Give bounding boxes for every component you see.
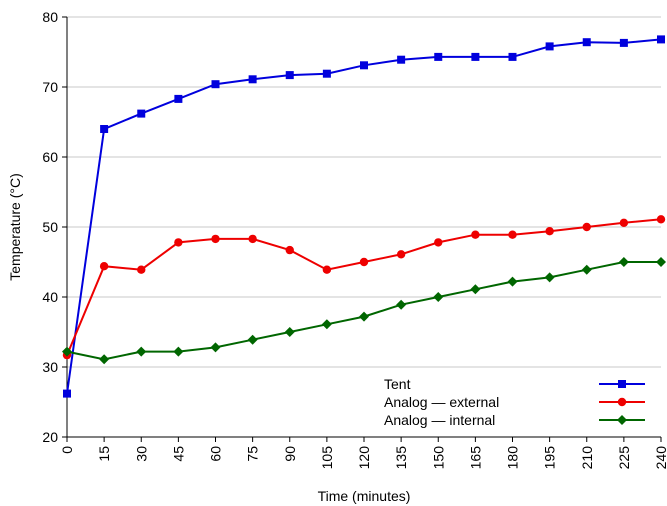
legend-swatch-marker (617, 397, 627, 407)
x-tick-label: 60 (208, 446, 224, 462)
data-point (434, 238, 443, 247)
data-point (284, 327, 295, 337)
series-square (63, 35, 665, 398)
x-tick-label: 195 (542, 446, 558, 470)
series-line (66, 218, 662, 356)
data-point (285, 71, 294, 80)
legend: Tent Analog — external Analog — internal (384, 376, 645, 428)
x-tick-label: 240 (653, 446, 667, 470)
legend-label: Analog — internal (384, 412, 495, 428)
data-point (136, 346, 147, 357)
data-point (433, 292, 444, 302)
data-point (508, 52, 517, 61)
data-point (470, 284, 481, 295)
data-point (63, 389, 71, 398)
x-tick-label: 225 (616, 446, 632, 470)
y-tick-label: 30 (42, 359, 58, 375)
data-point (508, 230, 517, 239)
x-tick-label: 75 (245, 446, 261, 462)
data-point (619, 218, 629, 227)
x-tick-label: 120 (356, 446, 372, 470)
x-tick-label: 180 (505, 446, 521, 470)
data-point (174, 238, 183, 247)
y-tick-label: 60 (42, 149, 58, 165)
y-tick-label: 40 (42, 289, 58, 305)
data-point (397, 55, 406, 64)
x-tick-label: 105 (319, 446, 335, 470)
data-point (99, 262, 109, 271)
x-tick-label: 30 (133, 446, 149, 462)
data-point (471, 230, 480, 239)
y-tick-label: 70 (42, 79, 58, 95)
data-point (62, 346, 72, 357)
x-axis-title: Time (minutes) (318, 488, 411, 504)
data-point (471, 52, 480, 61)
data-point (359, 257, 369, 267)
data-point (619, 38, 628, 47)
y-axis-title: Temperature (°C) (7, 173, 23, 281)
series-diamond (62, 257, 666, 365)
data-point (99, 354, 110, 365)
series-layer (62, 35, 666, 398)
data-point (434, 52, 443, 61)
data-point (618, 257, 629, 267)
x-tick-label: 90 (282, 446, 298, 462)
data-point (656, 215, 666, 224)
x-tick-label: 0 (59, 446, 75, 454)
data-point (248, 234, 257, 244)
x-tick-labels: 0 15 30 45 60 75 90 105 120 135 150 165 180 195 210 225… (59, 437, 667, 469)
y-tick-label: 20 (42, 429, 58, 445)
data-point (544, 272, 555, 283)
series-circle (62, 215, 666, 360)
data-point (360, 61, 368, 70)
data-point (211, 80, 220, 89)
grid-lines (67, 16, 661, 368)
y-tick-labels: 20 30 40 50 60 70 80 (42, 9, 67, 445)
x-tick-label: 150 (430, 446, 446, 470)
data-point (657, 35, 665, 44)
data-point (285, 245, 294, 255)
data-point (396, 299, 407, 310)
data-point (581, 264, 592, 275)
data-point (321, 319, 332, 330)
data-point (137, 265, 146, 274)
data-point (210, 342, 221, 353)
data-point (582, 222, 591, 232)
data-point (545, 42, 554, 51)
x-tick-label: 210 (579, 446, 595, 470)
data-point (322, 265, 332, 274)
data-point (248, 75, 257, 84)
data-point (100, 125, 109, 133)
x-tick-label: 45 (170, 446, 186, 462)
x-tick-label: 135 (393, 446, 409, 470)
data-point (656, 257, 666, 267)
legend-label: Analog — external (384, 394, 499, 410)
data-point (174, 94, 183, 103)
data-point (507, 276, 518, 287)
data-point (359, 311, 369, 322)
data-point (247, 334, 258, 345)
data-point (396, 250, 406, 259)
data-point (211, 234, 220, 244)
y-tick-label: 80 (42, 9, 58, 25)
data-point (137, 109, 146, 118)
data-point (582, 38, 591, 47)
data-point (322, 69, 331, 78)
series-line (66, 38, 662, 394)
data-point (545, 227, 554, 236)
data-point (173, 346, 184, 357)
legend-swatch-marker (617, 415, 627, 425)
y-tick-label: 50 (42, 219, 58, 235)
series-line (66, 261, 661, 361)
x-tick-label: 15 (96, 446, 112, 462)
legend-swatch-marker (618, 380, 626, 388)
legend-label: Tent (384, 376, 411, 392)
x-tick-label: 165 (467, 446, 483, 470)
